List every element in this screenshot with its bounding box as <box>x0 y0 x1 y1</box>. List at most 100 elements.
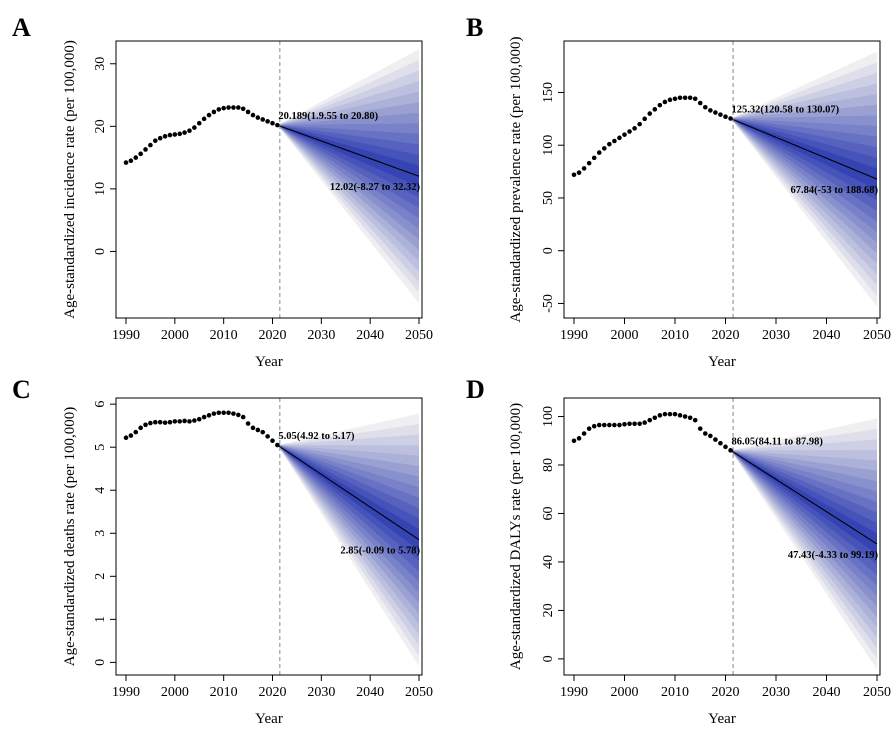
projection-band <box>277 445 419 551</box>
y-tick-label: 50 <box>541 191 556 205</box>
observed-point <box>642 116 647 122</box>
y-tick-label: 0 <box>541 247 556 254</box>
observed-point <box>622 132 627 137</box>
y-tick-label: 150 <box>541 82 556 103</box>
x-axis-title: Year <box>255 354 283 370</box>
observed-point <box>221 410 226 416</box>
observed-point <box>723 444 728 450</box>
observed-point <box>586 160 592 166</box>
projection-band <box>277 445 419 593</box>
observed-point <box>617 422 622 428</box>
projection-mean-line <box>277 124 420 177</box>
observed-point <box>211 411 217 416</box>
observed-point <box>682 95 688 101</box>
x-tick-label: 2010 <box>210 328 238 343</box>
x-tick-label: 2010 <box>661 328 689 343</box>
observed-point <box>718 440 723 446</box>
observed-point <box>581 431 587 436</box>
panel-b: B 1990 2000 2010 2020 2030 2040 2050 -50 0 50 100 15… <box>466 13 891 370</box>
observed-point <box>128 433 134 438</box>
plot-frame <box>115 397 423 676</box>
x-tick-label: 2020 <box>712 328 740 343</box>
x-tick-label: 1990 <box>560 685 588 700</box>
observed-point <box>157 135 163 141</box>
panel-letter: B <box>466 13 483 42</box>
observed-point <box>216 107 222 112</box>
observed-point <box>138 151 143 157</box>
x-tick-label: 2040 <box>356 685 384 700</box>
x-tick-label: 1990 <box>112 328 140 343</box>
observed-point <box>591 423 597 429</box>
projection-band <box>730 118 877 212</box>
observed-point <box>182 130 187 135</box>
panel-letter: D <box>466 375 485 404</box>
x-tick-label: 2050 <box>863 685 891 700</box>
observed-point <box>187 128 192 134</box>
x-tick-label: 2050 <box>405 685 433 700</box>
observed-point <box>196 120 202 126</box>
observed-point <box>245 109 251 115</box>
observed-point <box>586 426 592 431</box>
plot-frame <box>115 40 423 319</box>
observed-point <box>138 425 143 431</box>
observed-point <box>245 421 251 426</box>
x-tick-label: 2030 <box>307 685 335 700</box>
observed-point <box>647 111 653 116</box>
projection-mean-line <box>730 117 878 180</box>
y-tick-label: 5 <box>93 444 108 451</box>
y-tick-label: 20 <box>93 119 108 133</box>
observed-point <box>697 100 703 106</box>
y-tick-label: 0 <box>93 248 108 255</box>
observed-point <box>728 116 733 121</box>
y-tick-label: 10 <box>93 182 108 196</box>
observed-point <box>172 132 178 137</box>
x-axis-title: Year <box>255 711 283 727</box>
y-tick-label: 0 <box>93 659 108 666</box>
x-tick-label: 2040 <box>813 685 841 700</box>
projection-band <box>730 118 877 201</box>
panel-c: C 1990 2000 2010 2020 2030 2040 2050 0 1 2 3 4 5 6 Year… <box>12 375 433 727</box>
observed-point <box>211 109 217 115</box>
x-tick-label: 2010 <box>210 685 238 700</box>
observed-point <box>687 415 693 421</box>
x-tick-label: 2020 <box>712 685 740 700</box>
observed-point <box>167 132 173 138</box>
observed-point <box>713 110 718 115</box>
observed-point <box>627 421 632 427</box>
annotation-current: 20.189(1.9.55 to 20.80) <box>278 111 378 122</box>
observed-point <box>201 116 207 122</box>
observed-point <box>576 436 582 441</box>
x-tick-label: 2020 <box>259 328 287 343</box>
plot-frame <box>563 40 881 319</box>
observed-point <box>617 135 622 141</box>
observed-point <box>607 141 612 147</box>
observed-point <box>672 96 678 102</box>
observed-point <box>240 414 246 420</box>
observed-point <box>703 104 708 110</box>
plot-frame <box>563 397 881 676</box>
observed-point <box>591 155 597 161</box>
observed-point <box>596 422 602 428</box>
observed-point <box>632 421 637 427</box>
observed-point <box>148 142 153 148</box>
observed-point <box>627 129 632 134</box>
projection-band <box>277 125 419 198</box>
observed-point <box>123 435 129 441</box>
observed-point <box>255 115 261 120</box>
observed-point <box>133 155 139 160</box>
observed-point <box>622 421 627 427</box>
y-axis-title: Age-standardized incidence rate (per 100… <box>62 40 78 319</box>
observed-point <box>270 438 275 444</box>
observed-point <box>581 166 587 171</box>
annotation-forecast: 12.02(-8.27 to 32.32) <box>330 182 421 193</box>
observed-point <box>182 418 187 424</box>
observed-point <box>187 419 192 424</box>
observed-point <box>162 134 168 139</box>
observed-point <box>667 411 673 417</box>
observed-point <box>657 102 663 108</box>
observed-point <box>708 108 713 113</box>
y-tick-label: 100 <box>541 135 556 156</box>
y-tick-label: 4 <box>93 487 108 494</box>
observed-point <box>260 429 266 435</box>
